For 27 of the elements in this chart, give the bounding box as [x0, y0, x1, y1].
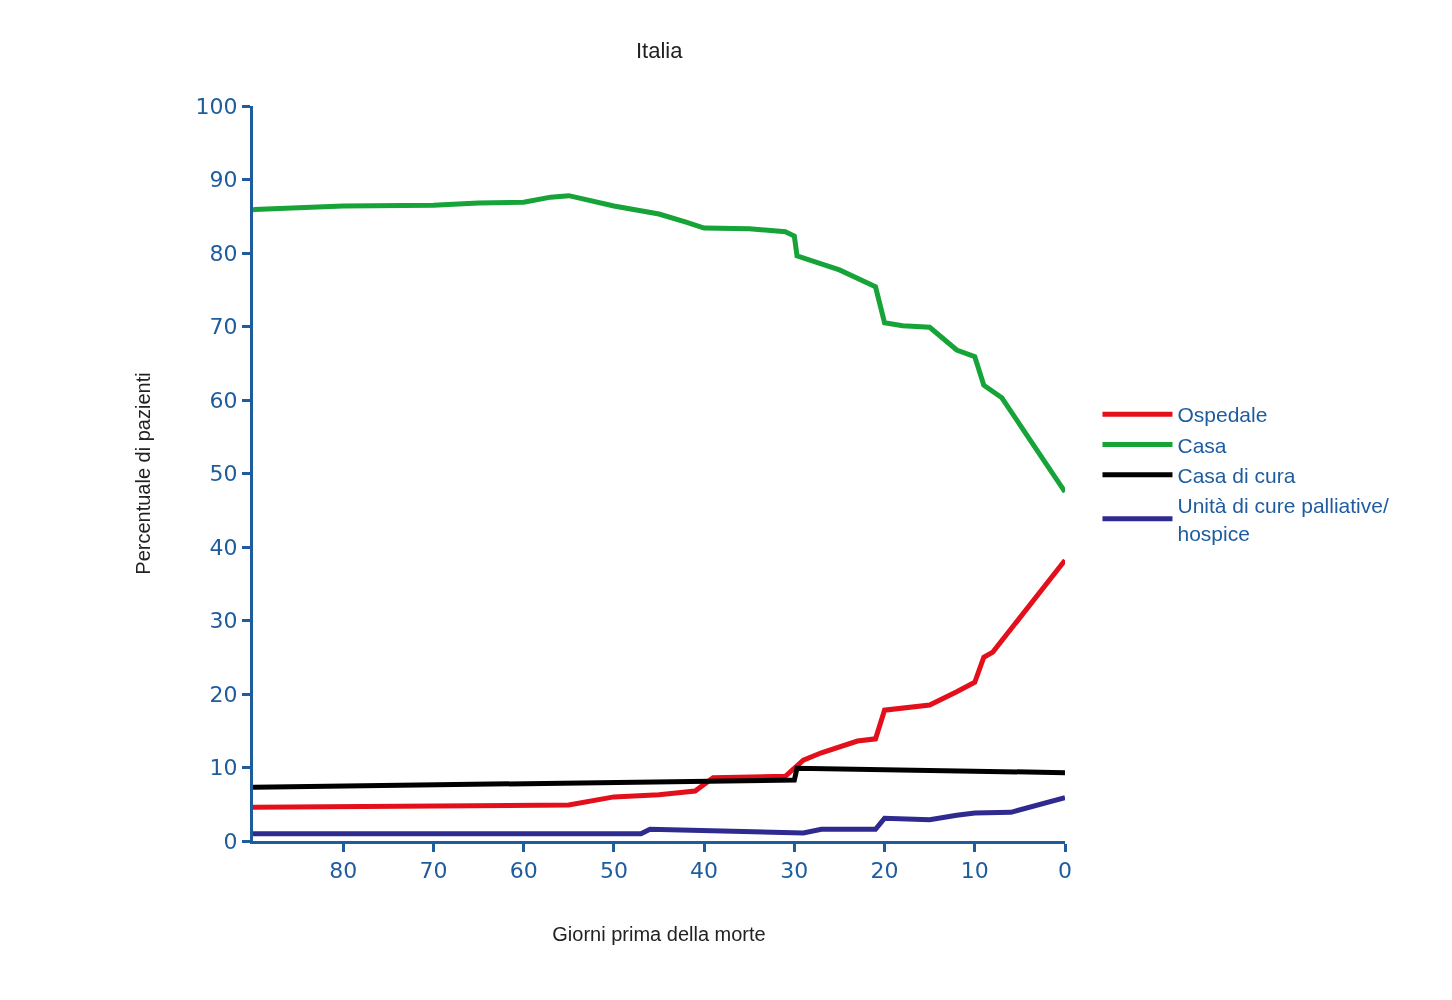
x-tick-label: 50	[599, 858, 628, 884]
x-tick-label: 30	[780, 858, 809, 884]
legend-label: Casa	[1177, 433, 1227, 457]
y-tick-label: 50	[209, 461, 238, 487]
legend-label: Casa di cura	[1177, 463, 1296, 487]
x-tick-label: 60	[509, 858, 538, 884]
y-tick-label: 80	[209, 240, 238, 266]
y-tick-label: 60	[209, 387, 238, 413]
chart-title: Italia	[635, 37, 684, 63]
y-tick-label: 90	[209, 167, 238, 193]
x-axis-title: Giorni prima della morte	[552, 922, 766, 945]
y-axis-title: Percentuale di pazienti	[132, 372, 155, 575]
y-tick-label: 40	[209, 534, 238, 560]
y-tick-label: 20	[209, 681, 238, 707]
legend-label: Ospedale	[1177, 403, 1268, 427]
x-tick-label: 0	[1058, 858, 1072, 884]
y-tick-label: 0	[223, 828, 238, 854]
x-tick-label: 20	[870, 858, 899, 884]
x-tick-label: 70	[419, 858, 448, 884]
y-tick-label: 70	[209, 314, 238, 340]
x-tick-label: 40	[690, 858, 719, 884]
x-tick-label: 10	[960, 858, 989, 884]
y-tick-label: 100	[195, 93, 238, 119]
x-tick-label: 80	[329, 858, 358, 884]
legend-label: Unità di cure palliative/ hospice	[1177, 494, 1389, 545]
y-tick-label: 10	[209, 755, 238, 781]
y-tick-label: 30	[209, 608, 238, 634]
